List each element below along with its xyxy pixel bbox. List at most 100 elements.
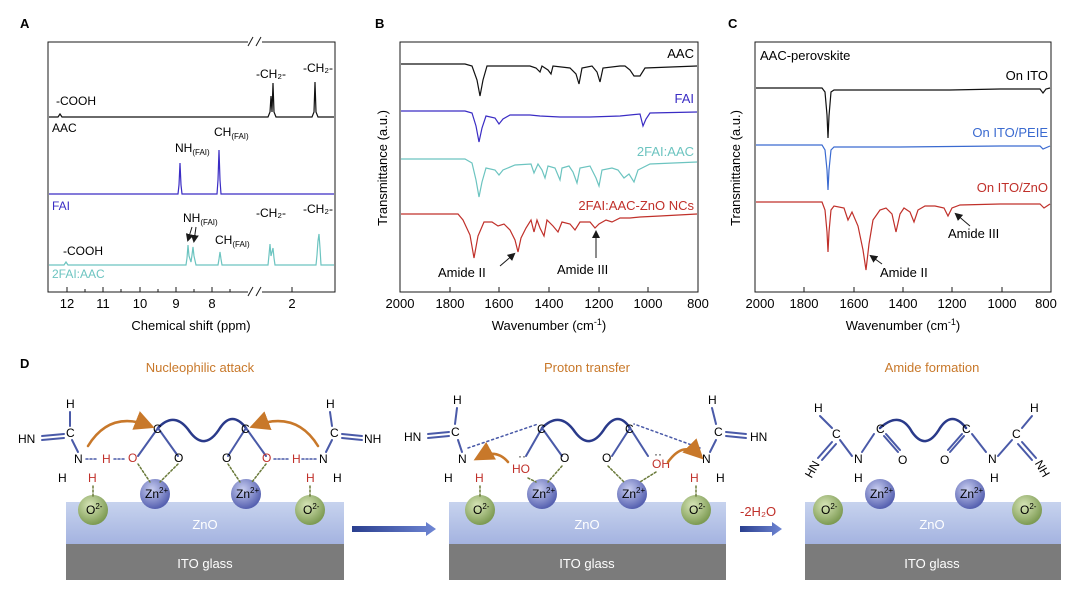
oxygen-atom: O bbox=[602, 451, 611, 465]
hydrogen-atom: H bbox=[990, 471, 999, 485]
scene3-molecules: C C O O N H C H HN N H C H bbox=[802, 401, 1053, 485]
o-ion-label: O2- bbox=[1020, 502, 1037, 517]
annotation-a-nh-fai: NH(FAI) bbox=[175, 141, 210, 157]
oxygen-atom: O bbox=[128, 451, 137, 465]
tick-label-b-2000: 2000 bbox=[386, 296, 415, 311]
plot-frame-b bbox=[399, 41, 699, 293]
tick-label-c-1400: 1400 bbox=[889, 296, 918, 311]
annotation-a-ch2-b-bottom: -CH₂- bbox=[303, 202, 333, 216]
hydrogen-atom: H bbox=[292, 452, 301, 466]
ito-layer-1 bbox=[66, 544, 344, 580]
o-ion-label: O2- bbox=[86, 502, 103, 517]
annotation-a-ch2-a-top: -CH₂- bbox=[256, 67, 286, 81]
hydrogen-atom: H bbox=[444, 471, 453, 485]
x-axis-label-a: Chemical shift (ppm) bbox=[131, 318, 250, 333]
series-label-c-peie: On ITO/PEIE bbox=[972, 125, 1048, 140]
series-line-b-2fai-aac bbox=[401, 158, 698, 198]
o-ion-label: O2- bbox=[689, 502, 706, 517]
axis-break-top bbox=[247, 36, 262, 47]
arrow-b-amide-ii bbox=[499, 252, 516, 267]
nitrogen-atom: N bbox=[458, 452, 467, 466]
panel-letter-b: B bbox=[375, 16, 384, 31]
nitrogen-atom: N bbox=[988, 452, 997, 466]
hydroxyl: OH bbox=[652, 457, 670, 471]
zn-ion-label: Zn2+ bbox=[236, 486, 259, 501]
y-axis-label-c: Transmittance (a.u.) bbox=[728, 110, 743, 226]
annotation-a-cooh-bottom: -COOH bbox=[63, 244, 103, 258]
oxygen-atom: O bbox=[222, 451, 231, 465]
scene1-molecules: C C O O O O H C HN N H H H bbox=[18, 397, 381, 497]
zno-label-3: ZnO bbox=[919, 517, 944, 532]
annotation-c-amide-ii: Amide II bbox=[880, 265, 928, 280]
axis-break-bottom bbox=[247, 286, 262, 297]
zno-label-1: ZnO bbox=[192, 517, 217, 532]
tick-label-b-1400: 1400 bbox=[535, 296, 564, 311]
substrate-1: ZnO ITO glass bbox=[66, 502, 344, 580]
series-line-a-aac bbox=[49, 81, 334, 118]
hydrogen-atom: H bbox=[1030, 401, 1039, 415]
hydrogen-atom: H bbox=[66, 397, 75, 411]
step-title-amide-formation: Amide formation bbox=[885, 360, 980, 375]
lone-pair: ·· bbox=[654, 447, 662, 461]
step-arrow-1 bbox=[352, 522, 436, 536]
imine-nh: NH bbox=[1032, 458, 1053, 480]
ito-label-1: ITO glass bbox=[177, 556, 233, 571]
annotation-a-ch2-a-bottom: -CH₂- bbox=[256, 206, 286, 220]
scene2-molecules: C C HO ·· O O OH ·· H C HN N H H bbox=[404, 393, 767, 497]
carbon-atom: C bbox=[962, 422, 971, 436]
zn-ion-label: Zn2+ bbox=[532, 486, 555, 501]
carbon-atom: C bbox=[153, 422, 162, 436]
zn-ion-label: Zn2+ bbox=[622, 486, 645, 501]
imine-hn: HN bbox=[18, 432, 35, 446]
scene3-ions: O2- Zn2+ Zn2+ O2- bbox=[813, 479, 1042, 525]
annotation-a-cooh-top: -COOH bbox=[56, 94, 96, 108]
oxygen-atom: O bbox=[262, 451, 271, 465]
substrate-2: ZnO ITO glass bbox=[449, 502, 726, 580]
plot-frame-a bbox=[47, 41, 336, 293]
ito-layer-2 bbox=[449, 544, 726, 580]
panel-b: B Transmittance (a.u.) 2000 1800 1600 14… bbox=[375, 16, 709, 333]
hydrogen-atom: H bbox=[333, 471, 342, 485]
water-loss-label: -2H₂O bbox=[740, 504, 776, 519]
hydrogen-atom: H bbox=[306, 471, 315, 485]
tick-label-b-800: 800 bbox=[687, 296, 709, 311]
arrow-c-amide-ii bbox=[869, 254, 883, 265]
oxygen-atom: O bbox=[940, 453, 949, 467]
carbon-atom: C bbox=[66, 426, 75, 440]
tick-label-c-1800: 1800 bbox=[790, 296, 819, 311]
hydrogen-atom: H bbox=[854, 471, 863, 485]
proton-arrow bbox=[473, 441, 510, 464]
series-line-c-zno bbox=[756, 201, 1051, 271]
zn-ion-label: Zn2+ bbox=[145, 486, 168, 501]
series-line-a-2fai-aac bbox=[49, 233, 334, 266]
series-label-b-2fai-aac: 2FAI:AAC bbox=[637, 144, 694, 159]
annotation-a-ch2-b-top: -CH₂- bbox=[303, 61, 333, 75]
step-arrow-2 bbox=[740, 522, 782, 536]
imine-hn: HN bbox=[404, 430, 421, 444]
imine-hn: HN bbox=[802, 458, 823, 480]
tick-label-a-10: 10 bbox=[133, 296, 147, 311]
hydrogen-atom: H bbox=[453, 393, 462, 407]
step-title-proton-transfer: Proton transfer bbox=[544, 360, 631, 375]
tick-label-a-2: 2 bbox=[288, 296, 295, 311]
series-label-b-fai: FAI bbox=[674, 91, 694, 106]
series-line-c-peie bbox=[756, 144, 1051, 191]
nitrogen-atom: N bbox=[854, 452, 863, 466]
series-line-a-fai bbox=[49, 149, 334, 195]
tick-label-a-12: 12 bbox=[60, 296, 74, 311]
panel-d: D Nucleophilic attack Proton transfer Am… bbox=[18, 356, 1061, 580]
hydrogen-atom: H bbox=[475, 471, 484, 485]
series-line-b-aac bbox=[401, 63, 698, 97]
step-title-nucleophilic: Nucleophilic attack bbox=[146, 360, 255, 375]
x-axis-label-b: Wavenumber (cm-1) bbox=[492, 317, 606, 333]
oxygen-atom: O bbox=[174, 451, 183, 465]
hydrogen-atom: H bbox=[814, 401, 823, 415]
hydrogen-atom: H bbox=[58, 471, 67, 485]
series-label-a-fai: FAI bbox=[52, 199, 70, 213]
arrow-a-nh-2 bbox=[190, 226, 199, 243]
series-label-a-2fai-aac: 2FAI:AAC bbox=[52, 267, 105, 281]
scene2-ions: O2- Zn2+ Zn2+ O2- bbox=[465, 479, 711, 525]
zno-label-2: ZnO bbox=[574, 517, 599, 532]
annotation-c-amide-iii: Amide III bbox=[948, 226, 999, 241]
series-line-b-zno bbox=[401, 213, 698, 259]
